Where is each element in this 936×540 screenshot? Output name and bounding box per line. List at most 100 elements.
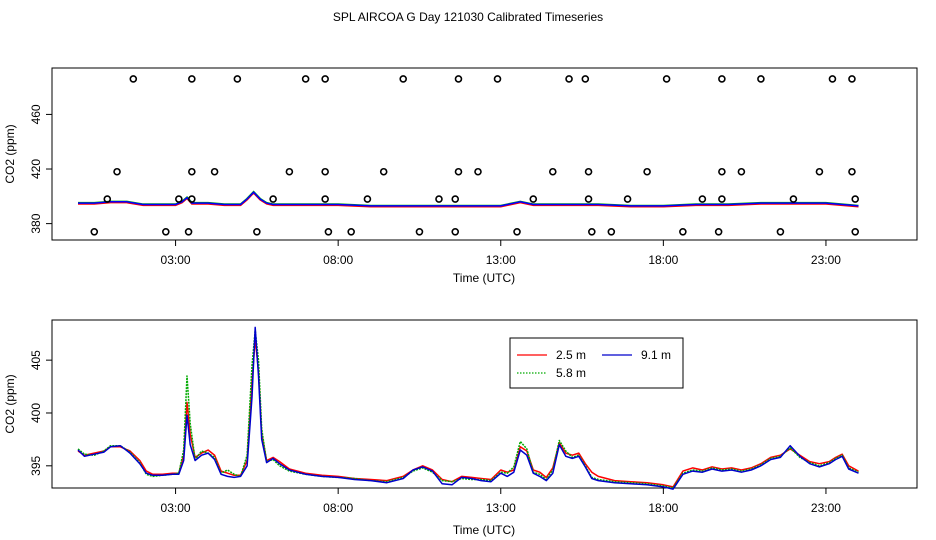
flag-point — [347, 228, 355, 236]
bottom-x-tick-label: 08:00 — [323, 501, 353, 515]
flag-point — [623, 195, 632, 203]
flag-point — [379, 167, 388, 176]
flag-point — [529, 195, 538, 203]
bottom-y-axis: 395 400 405 — [29, 350, 52, 476]
flag-point — [415, 228, 424, 236]
flag-point — [581, 75, 590, 83]
top-series-line-9-1m — [78, 191, 859, 207]
bottom-plot-frame — [51, 319, 918, 489]
bottom-y-tick-label: 405 — [29, 350, 43, 370]
flag-point — [757, 75, 765, 83]
flag-point — [103, 195, 112, 203]
top-panel: 03:00 08:00 13:00 18:00 23:00 380 420 460 Time… — [3, 67, 918, 285]
flag-point — [588, 228, 596, 236]
flag-point — [565, 75, 573, 83]
top-x-tick-label: 13:00 — [486, 253, 516, 267]
flag-point — [269, 195, 277, 203]
flag-point — [188, 195, 196, 203]
bottom-x-tick-label: 23:00 — [811, 501, 841, 515]
bottom-y-tick-label: 395 — [29, 455, 43, 475]
flag-point — [321, 167, 329, 176]
top-x-tick-label: 08:00 — [323, 253, 353, 267]
flag-point — [301, 75, 310, 83]
flag-point — [607, 228, 616, 236]
figure-title: SPL AIRCOA G Day 121030 Calibrated Times… — [333, 10, 603, 24]
flag-point — [718, 75, 726, 83]
top-plot-content — [78, 75, 860, 236]
flag-point — [718, 195, 726, 203]
flag-point — [253, 228, 261, 236]
top-x-tick-label: 23:00 — [811, 253, 841, 267]
bottom-x-tick-label: 13:00 — [486, 501, 516, 515]
flag-point — [188, 167, 196, 176]
legend-label-2-5m: 2.5 m — [556, 348, 586, 362]
bottom-plot-content — [77, 326, 859, 490]
flag-point — [828, 75, 837, 83]
flag-point — [679, 228, 687, 236]
top-plot-frame — [51, 67, 918, 241]
bottom-x-tick-label: 18:00 — [648, 501, 678, 515]
top-y-tick-label: 460 — [29, 104, 43, 124]
flag-point — [90, 228, 99, 236]
flag-point — [210, 167, 219, 176]
flag-point — [643, 167, 651, 176]
flag-point — [851, 195, 860, 203]
bottom-y-tick-label: 400 — [29, 403, 43, 423]
flag-point — [113, 167, 121, 176]
legend-label-5-8m: 5.8 m — [556, 366, 586, 380]
flag-point — [285, 167, 294, 176]
flag-point — [233, 75, 242, 83]
bottom-y-axis-label: CO2 (ppm) — [3, 374, 17, 433]
top-x-axis: 03:00 08:00 13:00 18:00 23:00 — [161, 240, 841, 267]
flag-point — [188, 75, 196, 83]
flag-point — [454, 167, 463, 176]
flag-point — [714, 228, 723, 236]
flag-point — [848, 167, 856, 176]
flag-point — [184, 228, 193, 236]
flag-point — [584, 167, 593, 176]
bottom-x-axis: 03:00 08:00 13:00 18:00 23:00 — [161, 488, 841, 515]
flag-point — [789, 195, 798, 203]
series-2-5m — [77, 338, 859, 488]
flag-point — [584, 195, 593, 203]
flag-point — [321, 75, 329, 83]
legend-box — [509, 337, 684, 389]
flag-point — [737, 167, 746, 176]
flag-point — [435, 195, 443, 203]
bottom-x-tick-label: 03:00 — [161, 501, 191, 515]
top-x-tick-label: 18:00 — [648, 253, 678, 267]
flag-point — [129, 75, 138, 83]
flag-point — [698, 195, 707, 203]
legend-label-9-1m: 9.1 m — [641, 348, 671, 362]
flag-point — [162, 228, 170, 236]
flag-point — [321, 195, 329, 203]
flag-point — [175, 195, 183, 203]
bottom-x-axis-label: Time (UTC) — [453, 523, 515, 537]
series-5-8m — [77, 329, 859, 489]
flag-point — [324, 228, 333, 236]
top-x-tick-label: 03:00 — [161, 253, 191, 267]
series-9-1m — [77, 326, 859, 490]
flag-point — [363, 195, 372, 203]
flag-point — [454, 75, 463, 83]
top-y-tick-label: 380 — [29, 213, 43, 233]
flag-point — [851, 228, 860, 236]
flag-point — [718, 167, 726, 176]
flag-point — [451, 228, 460, 236]
top-series-line-2-5m — [78, 192, 859, 208]
flag-point — [399, 75, 408, 83]
top-y-axis: 380 420 460 — [29, 104, 52, 234]
flag-point — [474, 167, 482, 176]
flag-point — [815, 167, 824, 176]
flag-point — [451, 195, 460, 203]
flag-point — [548, 167, 557, 176]
top-y-tick-label: 420 — [29, 159, 43, 179]
flag-point — [513, 228, 521, 236]
top-y-axis-label: CO2 (ppm) — [3, 124, 17, 183]
flag-point — [493, 75, 502, 83]
top-x-axis-label: Time (UTC) — [453, 271, 515, 285]
flag-point — [776, 228, 785, 236]
legend: 2.5 m 5.8 m 9.1 m — [509, 337, 684, 389]
